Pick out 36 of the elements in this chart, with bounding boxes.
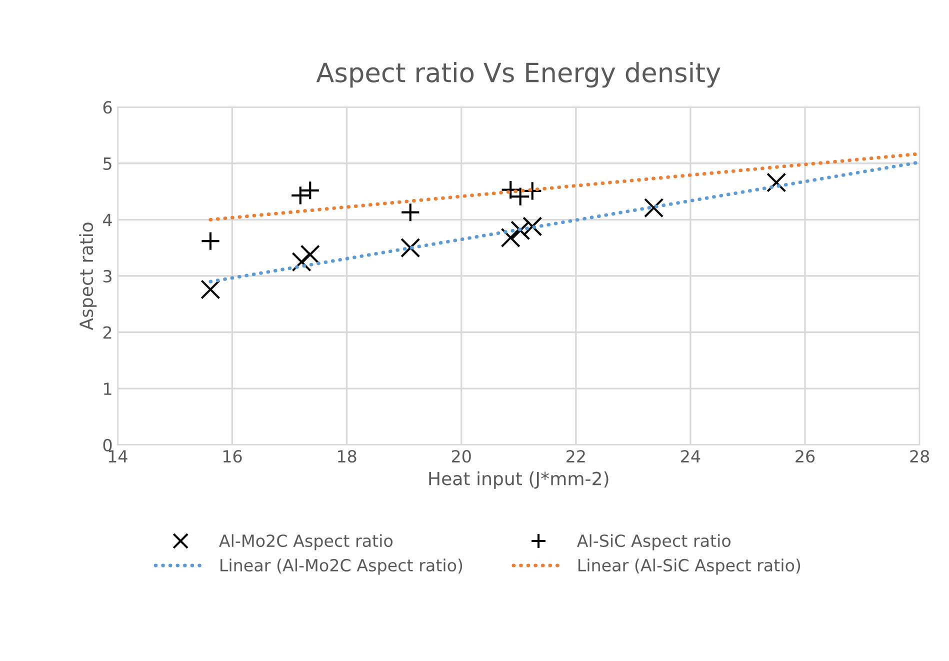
point	[510, 186, 530, 206]
chart-title: Aspect ratio Vs Energy density	[316, 62, 720, 88]
legend-label: Al-Mo2C Aspect ratio	[219, 534, 393, 550]
point	[510, 220, 530, 240]
point	[500, 228, 520, 248]
point	[200, 280, 220, 300]
point	[400, 238, 420, 258]
x-tick-label: 18	[338, 450, 356, 463]
point	[300, 244, 320, 264]
y-tick-label: 6	[103, 101, 112, 114]
x-tick-label: 14	[108, 450, 128, 462]
legend-label: Linear (Al-SiC Aspect ratio)	[578, 558, 800, 575]
y-axis-title: Aspect ratio	[79, 222, 97, 330]
x-axis-title: Heat input (J*mm-2)	[429, 471, 608, 489]
point	[200, 231, 220, 251]
y-tick-label: 4	[103, 214, 112, 226]
x-tick-label: 24	[681, 450, 700, 462]
y-tick-label: 5	[103, 158, 112, 170]
y-tick-label: 3	[103, 270, 112, 283]
x-tick-label: 26	[796, 450, 815, 463]
point	[522, 216, 542, 236]
point	[644, 198, 664, 218]
x-tick-label: 28	[910, 450, 930, 463]
x-tick-label: 22	[566, 450, 585, 462]
point	[766, 172, 786, 192]
y-tick-label: 1	[104, 382, 112, 395]
point	[500, 180, 520, 200]
point	[522, 181, 542, 201]
y-tick-label: 0	[103, 438, 112, 452]
point	[400, 202, 420, 222]
legend-label: Linear (Al-Mo2C Aspect ratio)	[220, 558, 462, 575]
x-tick-label: 16	[223, 450, 242, 463]
x-tick-label: 20	[452, 450, 471, 463]
point	[292, 252, 312, 272]
y-tick-label: 2	[103, 326, 112, 339]
legend-label: Al-SiC Aspect ratio	[576, 534, 730, 550]
